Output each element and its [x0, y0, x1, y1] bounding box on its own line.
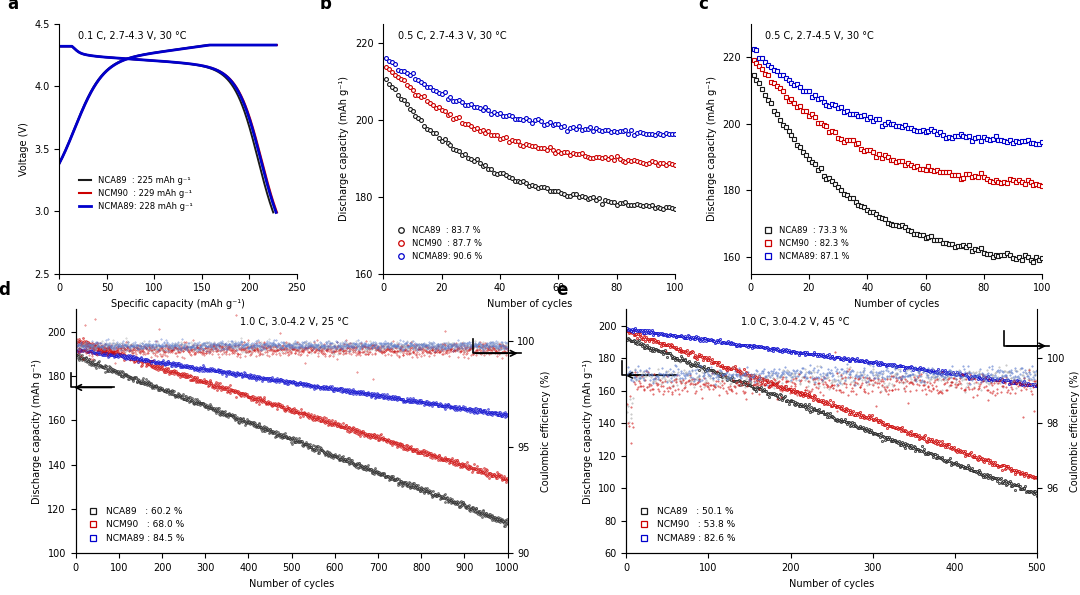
Y-axis label: Coulombic efficiency (%): Coulombic efficiency (%): [541, 371, 551, 492]
Text: e: e: [556, 281, 568, 299]
Text: d: d: [0, 281, 10, 299]
Text: 0.5 C, 2.7-4.5 V, 30 °C: 0.5 C, 2.7-4.5 V, 30 °C: [765, 32, 874, 41]
Text: b: b: [320, 0, 332, 13]
Y-axis label: Discharge capacity (mAh g⁻¹): Discharge capacity (mAh g⁻¹): [31, 359, 42, 504]
Text: 0.1 C, 2.7-4.3 V, 30 °C: 0.1 C, 2.7-4.3 V, 30 °C: [79, 32, 187, 41]
X-axis label: Specific capacity (mAh g⁻¹): Specific capacity (mAh g⁻¹): [111, 299, 245, 309]
X-axis label: Number of cycles: Number of cycles: [854, 299, 939, 309]
Y-axis label: Discharge capacity (mAh g⁻¹): Discharge capacity (mAh g⁻¹): [339, 76, 350, 221]
Y-axis label: Discharge capacity (mAh g⁻¹): Discharge capacity (mAh g⁻¹): [706, 76, 717, 221]
X-axis label: Number of cycles: Number of cycles: [249, 578, 334, 588]
Legend: NCA89   : 50.1 %, NCM90   : 53.8 %, NCMA89 : 82.6 %: NCA89 : 50.1 %, NCM90 : 53.8 %, NCMA89 :…: [635, 503, 739, 546]
Text: 0.5 C, 2.7-4.3 V, 30 °C: 0.5 C, 2.7-4.3 V, 30 °C: [397, 32, 507, 41]
Legend: NCA89  : 225 mAh g⁻¹, NCM90  : 229 mAh g⁻¹, NCMA89: 228 mAh g⁻¹: NCA89 : 225 mAh g⁻¹, NCM90 : 229 mAh g⁻¹…: [76, 173, 197, 215]
X-axis label: Number of cycles: Number of cycles: [487, 299, 571, 309]
X-axis label: Number of cycles: Number of cycles: [789, 578, 874, 588]
Text: 1.0 C, 3.0-4.2 V, 25 °C: 1.0 C, 3.0-4.2 V, 25 °C: [240, 317, 349, 327]
Legend: NCA89   : 60.2 %, NCM90   : 68.0 %, NCMA89 : 84.5 %: NCA89 : 60.2 %, NCM90 : 68.0 %, NCMA89 :…: [84, 503, 188, 546]
Y-axis label: Voltage (V): Voltage (V): [18, 122, 29, 176]
Legend: NCA89  : 73.3 %, NCM90  : 82.3 %, NCMA89: 87.1 %: NCA89 : 73.3 %, NCM90 : 82.3 %, NCMA89: …: [760, 223, 853, 265]
Y-axis label: Coulombic efficiency (%): Coulombic efficiency (%): [1070, 371, 1080, 492]
Y-axis label: Discharge capacity (mAh g⁻¹): Discharge capacity (mAh g⁻¹): [582, 359, 593, 504]
Text: c: c: [698, 0, 708, 13]
Legend: NCA89  : 83.7 %, NCM90  : 87.7 %, NCMA89: 90.6 %: NCA89 : 83.7 %, NCM90 : 87.7 %, NCMA89: …: [393, 223, 485, 265]
Text: a: a: [8, 0, 18, 13]
Text: 1.0 C, 3.0-4.2 V, 45 °C: 1.0 C, 3.0-4.2 V, 45 °C: [741, 317, 850, 327]
